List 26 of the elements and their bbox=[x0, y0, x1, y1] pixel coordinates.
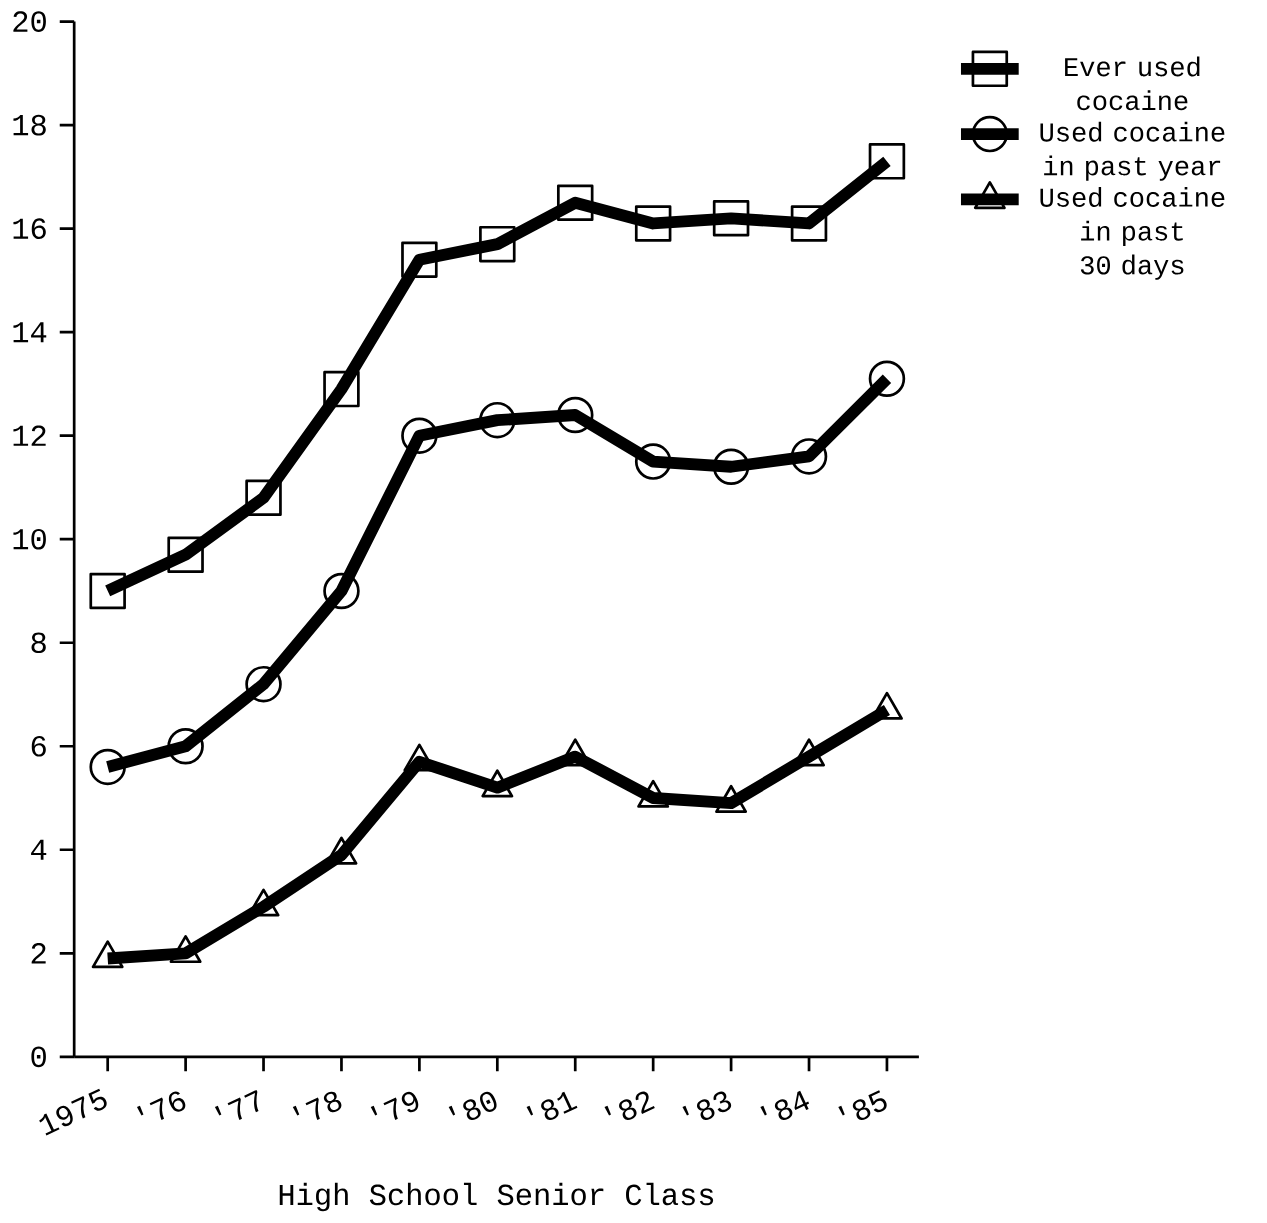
x-tick-label: '78 bbox=[292, 1091, 342, 1121]
y-tick-label: 20 bbox=[13, 11, 46, 33]
x-tick-label: '84 bbox=[760, 1091, 810, 1121]
legend-label: Used cocaine in past year bbox=[1040, 121, 1225, 182]
x-tick-label: '85 bbox=[838, 1090, 887, 1121]
x-tick-label: '81 bbox=[526, 1092, 578, 1121]
y-tick-label: 16 bbox=[13, 218, 46, 240]
legend-label: Ever used cocaine bbox=[1065, 56, 1200, 111]
y-tick-label: 2 bbox=[31, 943, 46, 964]
x-tick-label: 1975 bbox=[39, 1088, 107, 1136]
y-tick-label: 6 bbox=[31, 736, 46, 757]
y-tick-label: 18 bbox=[13, 115, 46, 136]
y-tick-label: 4 bbox=[31, 840, 47, 861]
y-tick-label: 8 bbox=[31, 632, 46, 654]
y-tick-label: 0 bbox=[31, 1046, 46, 1068]
y-tick-label: 14 bbox=[13, 322, 47, 343]
x-tick-label: '82 bbox=[604, 1091, 655, 1121]
legend-label: Used cocaine in past 30 days bbox=[1040, 187, 1225, 281]
y-tick-label: 12 bbox=[13, 425, 46, 447]
x-tick-label: '83 bbox=[682, 1091, 732, 1121]
x-tick-label: '80 bbox=[448, 1091, 497, 1121]
x-tick-label: '77 bbox=[214, 1090, 259, 1121]
x-tick-label: '79 bbox=[370, 1092, 419, 1121]
x-axis-title: High School Senior Class bbox=[279, 1183, 714, 1212]
x-tick-label: '76 bbox=[136, 1091, 186, 1121]
y-tick-label: 10 bbox=[13, 529, 46, 550]
